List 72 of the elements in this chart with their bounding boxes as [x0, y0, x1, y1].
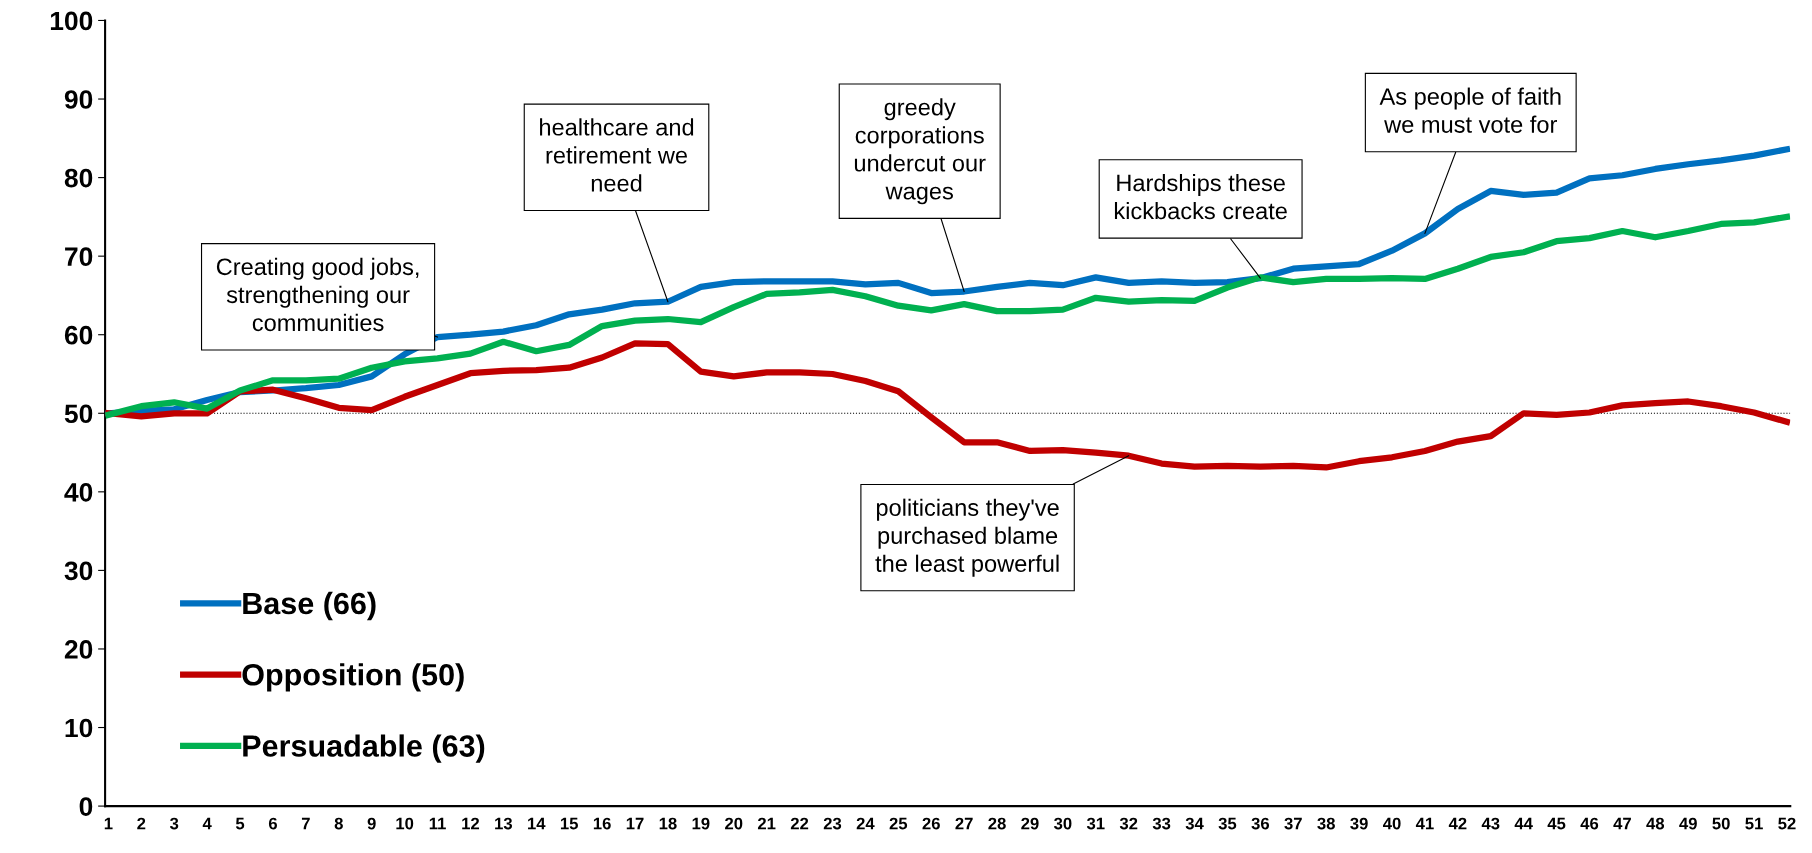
- x-tick-label: 30: [1053, 817, 1072, 830]
- y-tick-label: 30: [64, 561, 93, 581]
- x-tick-label: 13: [495, 817, 513, 830]
- x-tick-label: 40: [1382, 817, 1401, 830]
- x-tick-label: 2: [137, 817, 146, 830]
- annotation: healthcare and retirement we need: [540, 118, 694, 192]
- x-tick-label: 39: [1350, 817, 1368, 830]
- x-tick-label: 29: [1021, 817, 1039, 830]
- annotation: politicians they've purchased blame the least powerful: [875, 498, 1059, 577]
- x-tick-label: 35: [1218, 817, 1237, 830]
- x-tick-label: 12: [462, 817, 480, 830]
- x-tick-label: 3: [169, 817, 179, 830]
- x-tick-label: 22: [790, 817, 809, 830]
- y-tick-label: 80: [64, 168, 93, 188]
- legend-label: Base (66): [243, 591, 376, 621]
- x-tick-label: 33: [1152, 817, 1171, 830]
- x-tick-label: 26: [922, 817, 940, 830]
- x-tick-label: 46: [1580, 817, 1599, 830]
- y-tick-label: 60: [64, 325, 93, 345]
- legend-label: Persuadable (63): [243, 734, 485, 763]
- annotation: Creating good jobs, strengthening our communities: [216, 257, 419, 332]
- x-tick-label: 7: [301, 817, 310, 830]
- x-tick-label: 15: [560, 817, 578, 830]
- x-tick-label: 27: [955, 817, 973, 830]
- x-tick-label: 36: [1251, 817, 1270, 830]
- annotation: As people of faith we must vote for: [1379, 87, 1561, 133]
- y-tick-label: 0: [79, 797, 93, 816]
- y-tick-label: 70: [65, 247, 93, 266]
- x-tick-label: 52: [1778, 817, 1796, 830]
- y-tick-label: 90: [64, 90, 93, 109]
- x-tick-label: 6: [268, 817, 277, 830]
- x-tick-label: 11: [429, 817, 446, 830]
- x-tick-label: 43: [1481, 817, 1500, 830]
- x-tick-label: 24: [856, 817, 875, 830]
- y-tick-label: 10: [65, 718, 93, 738]
- x-tick-label: 41: [1415, 817, 1434, 830]
- x-tick-label: 18: [659, 817, 677, 830]
- x-tick-label: 42: [1448, 817, 1467, 830]
- x-tick-label: 21: [757, 817, 776, 830]
- x-tick-label: 4: [202, 817, 212, 830]
- annotation: greedy corporations undercut our wages: [854, 98, 986, 205]
- x-tick-label: 14: [528, 817, 546, 830]
- x-tick-label: 19: [692, 817, 710, 830]
- x-tick-label: 32: [1119, 817, 1138, 830]
- y-tick-label: 20: [64, 640, 93, 659]
- x-tick-label: 34: [1185, 817, 1204, 830]
- x-tick-label: 45: [1547, 817, 1566, 830]
- x-tick-label: 8: [334, 817, 343, 830]
- x-tick-label: 10: [396, 817, 414, 830]
- x-tick-label: 47: [1613, 817, 1631, 830]
- x-tick-label: 44: [1514, 817, 1533, 830]
- x-tick-label: 20: [725, 817, 743, 830]
- legend-label: Opposition (50): [242, 663, 464, 692]
- x-tick-label: 49: [1679, 817, 1697, 830]
- x-tick-label: 37: [1284, 817, 1302, 830]
- x-tick-label: 16: [593, 817, 611, 830]
- y-tick-label: 50: [64, 404, 93, 424]
- x-tick-label: 50: [1712, 817, 1730, 830]
- x-tick-label: 31: [1086, 817, 1105, 830]
- x-tick-label: 51: [1745, 817, 1763, 830]
- annotation: Hardships these kickbacks create: [1114, 173, 1287, 220]
- x-tick-label: 9: [367, 817, 376, 830]
- x-tick-label: 1: [104, 817, 113, 830]
- x-tick-label: 48: [1646, 817, 1665, 830]
- x-tick-label: 25: [889, 817, 908, 830]
- y-tick-label: 40: [64, 482, 93, 502]
- x-tick-label: 38: [1317, 817, 1335, 830]
- x-tick-label: 17: [626, 817, 644, 830]
- x-tick-label: 23: [823, 817, 842, 830]
- y-tick-label: 100: [50, 11, 93, 31]
- x-tick-label: 5: [235, 817, 245, 830]
- x-tick-label: 28: [988, 817, 1006, 830]
